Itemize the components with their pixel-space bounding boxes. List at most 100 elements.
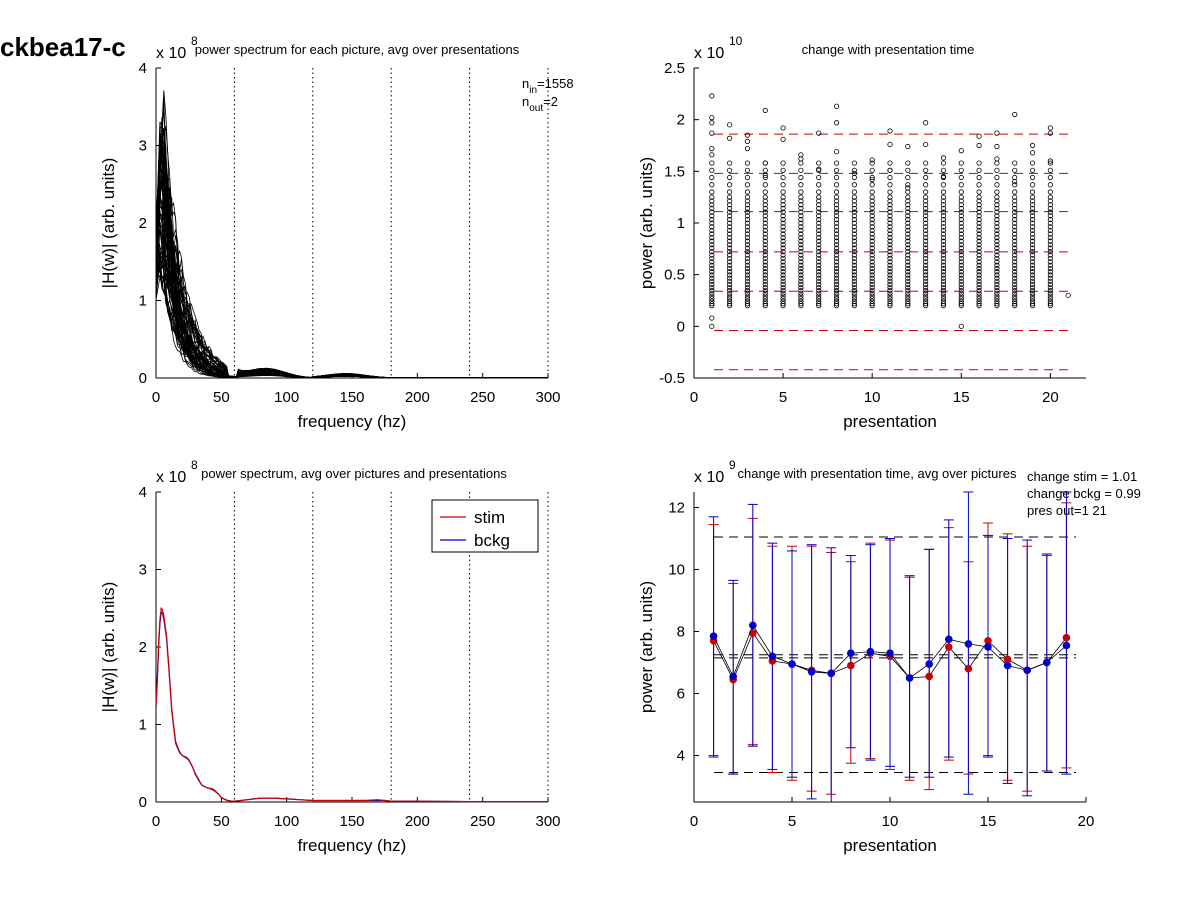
x-tick-label: 100 <box>274 389 299 406</box>
data-point <box>887 293 893 299</box>
data-point <box>816 249 822 255</box>
data-point <box>1047 287 1053 293</box>
data-point <box>923 287 929 293</box>
data-point <box>744 269 751 275</box>
data-point <box>1047 265 1053 272</box>
spectrum-trace <box>155 221 548 379</box>
data-point <box>869 220 875 226</box>
data-point <box>762 249 768 255</box>
data-point <box>816 252 822 258</box>
n-in-annotation: nin=1558 <box>522 76 574 96</box>
data-point <box>869 255 875 262</box>
data-point <box>744 235 751 241</box>
data-point <box>833 287 840 293</box>
data-point <box>940 202 947 208</box>
data-point <box>798 202 804 208</box>
data-point <box>1029 249 1036 255</box>
outlier-point <box>923 141 929 148</box>
data-point <box>744 182 751 188</box>
data-point <box>940 194 947 200</box>
data-point <box>816 227 822 234</box>
data-point <box>958 284 964 291</box>
data-point <box>798 238 804 244</box>
data-point <box>744 174 751 181</box>
data-point <box>869 231 875 237</box>
data-point <box>727 287 733 293</box>
data-point <box>905 262 911 268</box>
data-point <box>709 259 715 265</box>
outlier-point <box>1047 158 1053 164</box>
data-point <box>709 301 715 307</box>
data-point <box>1012 272 1018 278</box>
data-point <box>869 194 875 200</box>
series-point-bckg <box>1003 661 1012 670</box>
data-point <box>727 202 733 208</box>
axis-exponent-power: 10 <box>729 34 743 48</box>
spectrum-trace <box>155 138 548 379</box>
data-point <box>744 272 751 278</box>
data-point <box>905 278 911 284</box>
data-point <box>709 245 715 251</box>
data-point <box>762 194 768 200</box>
data-point <box>1047 224 1053 230</box>
data-point <box>940 213 947 219</box>
data-point <box>1029 255 1036 262</box>
data-point <box>709 202 715 208</box>
data-point <box>709 249 715 255</box>
data-point <box>744 189 751 195</box>
data-point <box>798 272 804 278</box>
data-point <box>1029 235 1036 241</box>
data-point <box>1012 275 1018 281</box>
data-point <box>1047 160 1053 166</box>
outlier-point <box>905 143 911 150</box>
data-point <box>798 194 804 200</box>
data-point <box>940 224 947 230</box>
data-point <box>994 167 1000 173</box>
data-point <box>727 262 733 268</box>
data-point <box>709 235 715 241</box>
data-point <box>905 284 911 291</box>
spectrum-trace <box>155 147 548 379</box>
data-point <box>905 242 911 248</box>
data-point <box>762 242 768 248</box>
data-point <box>869 296 875 302</box>
data-point <box>976 167 982 173</box>
data-point <box>727 160 733 166</box>
outlier-point <box>816 166 822 172</box>
data-point <box>833 281 840 288</box>
data-point <box>887 213 893 219</box>
data-point <box>887 227 893 234</box>
data-point <box>709 198 715 204</box>
data-point <box>887 194 893 200</box>
data-point <box>833 174 840 181</box>
data-point <box>905 194 911 200</box>
outlier-point <box>994 143 1000 150</box>
data-point <box>798 252 804 258</box>
data-point <box>1012 235 1018 241</box>
data-point <box>994 259 1000 265</box>
data-point <box>798 167 804 173</box>
spectrum-trace <box>155 215 548 379</box>
outlier-point <box>709 120 715 126</box>
data-point <box>869 198 875 204</box>
data-point <box>1047 227 1053 234</box>
spectrum-trace <box>155 167 548 379</box>
data-point <box>798 255 804 262</box>
data-point <box>851 238 857 244</box>
data-point <box>780 296 786 302</box>
data-point <box>709 220 715 226</box>
data-point <box>851 202 857 208</box>
data-point <box>762 278 768 284</box>
axis-exponent-power: 9 <box>729 458 736 472</box>
data-point <box>869 275 875 281</box>
data-point <box>727 252 733 258</box>
data-point <box>1012 216 1018 223</box>
data-point <box>798 284 804 291</box>
data-point <box>833 284 840 291</box>
data-point <box>851 167 857 173</box>
data-point <box>762 202 768 208</box>
series-point-bckg <box>788 660 796 668</box>
data-point <box>727 194 733 200</box>
data-point <box>833 198 840 204</box>
